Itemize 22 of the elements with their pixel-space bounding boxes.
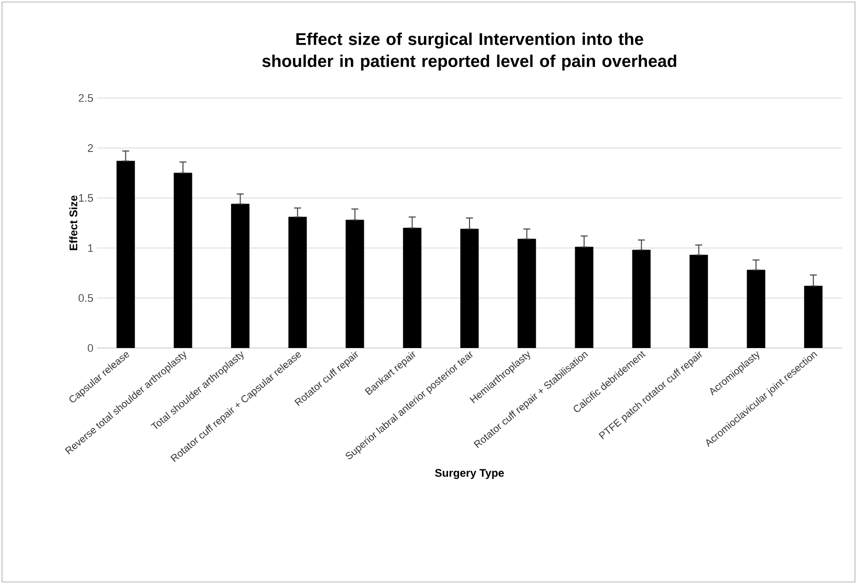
bar xyxy=(804,286,823,348)
y-tick-label: 0 xyxy=(88,344,94,352)
bar xyxy=(460,228,479,348)
bar xyxy=(574,246,594,348)
bar xyxy=(402,228,422,348)
y-tick-label: 1.5 xyxy=(79,194,93,202)
y-tick-label: 1 xyxy=(88,244,93,252)
x-axis-title: Surgery Type xyxy=(435,469,504,480)
y-tick-label: 2 xyxy=(88,144,93,152)
bar xyxy=(116,160,135,348)
y-axis-title: Effect Size xyxy=(69,196,78,250)
chart-title: Effect size of surgical Intervention into the shoulder in patient reported level of pain overhead xyxy=(262,32,676,70)
bar xyxy=(690,254,708,348)
bar xyxy=(632,250,651,348)
bar xyxy=(346,220,364,348)
bar xyxy=(288,216,307,348)
bar xyxy=(231,204,250,348)
y-tick-label: 0.5 xyxy=(78,294,93,302)
bar xyxy=(518,238,536,348)
y-tick-label: 2.5 xyxy=(78,94,93,102)
bar xyxy=(174,172,192,348)
bar xyxy=(746,270,766,348)
